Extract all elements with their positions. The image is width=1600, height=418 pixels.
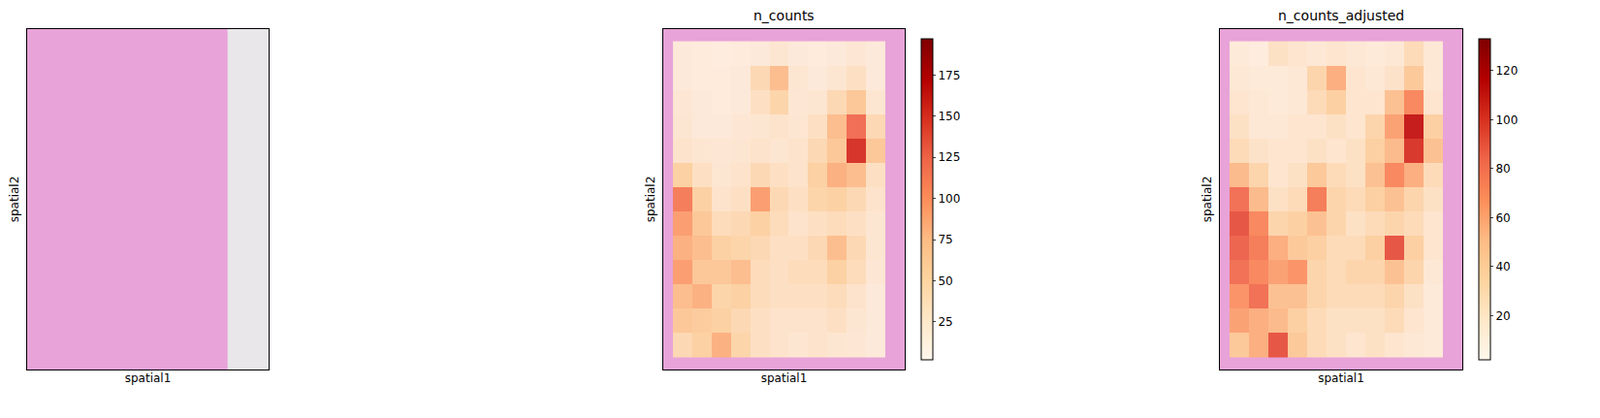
- svg-text:40: 40: [1495, 259, 1510, 274]
- svg-text:spatial2: spatial2: [1200, 176, 1215, 224]
- svg-text:80: 80: [1495, 161, 1510, 176]
- svg-text:100: 100: [937, 192, 960, 206]
- svg-text:175: 175: [937, 68, 960, 83]
- svg-text:spatial1: spatial1: [1317, 371, 1365, 385]
- svg-text:spatial2: spatial2: [643, 176, 658, 224]
- svg-text:125: 125: [937, 150, 960, 164]
- svg-text:n_counts: n_counts: [753, 7, 815, 24]
- svg-text:75: 75: [937, 232, 953, 247]
- svg-text:spatial2: spatial2: [7, 176, 22, 224]
- svg-text:60: 60: [1495, 211, 1510, 225]
- svg-text:50: 50: [937, 274, 953, 288]
- svg-text:120: 120: [1495, 64, 1518, 78]
- svg-text:150: 150: [937, 109, 960, 124]
- svg-text:20: 20: [1495, 309, 1510, 323]
- svg-text:n_counts_adjusted: n_counts_adjusted: [1278, 7, 1405, 24]
- svg-text:spatial1: spatial1: [125, 371, 172, 385]
- svg-text:100: 100: [1495, 113, 1518, 128]
- svg-text:25: 25: [937, 315, 953, 329]
- svg-text:spatial1: spatial1: [761, 371, 808, 385]
